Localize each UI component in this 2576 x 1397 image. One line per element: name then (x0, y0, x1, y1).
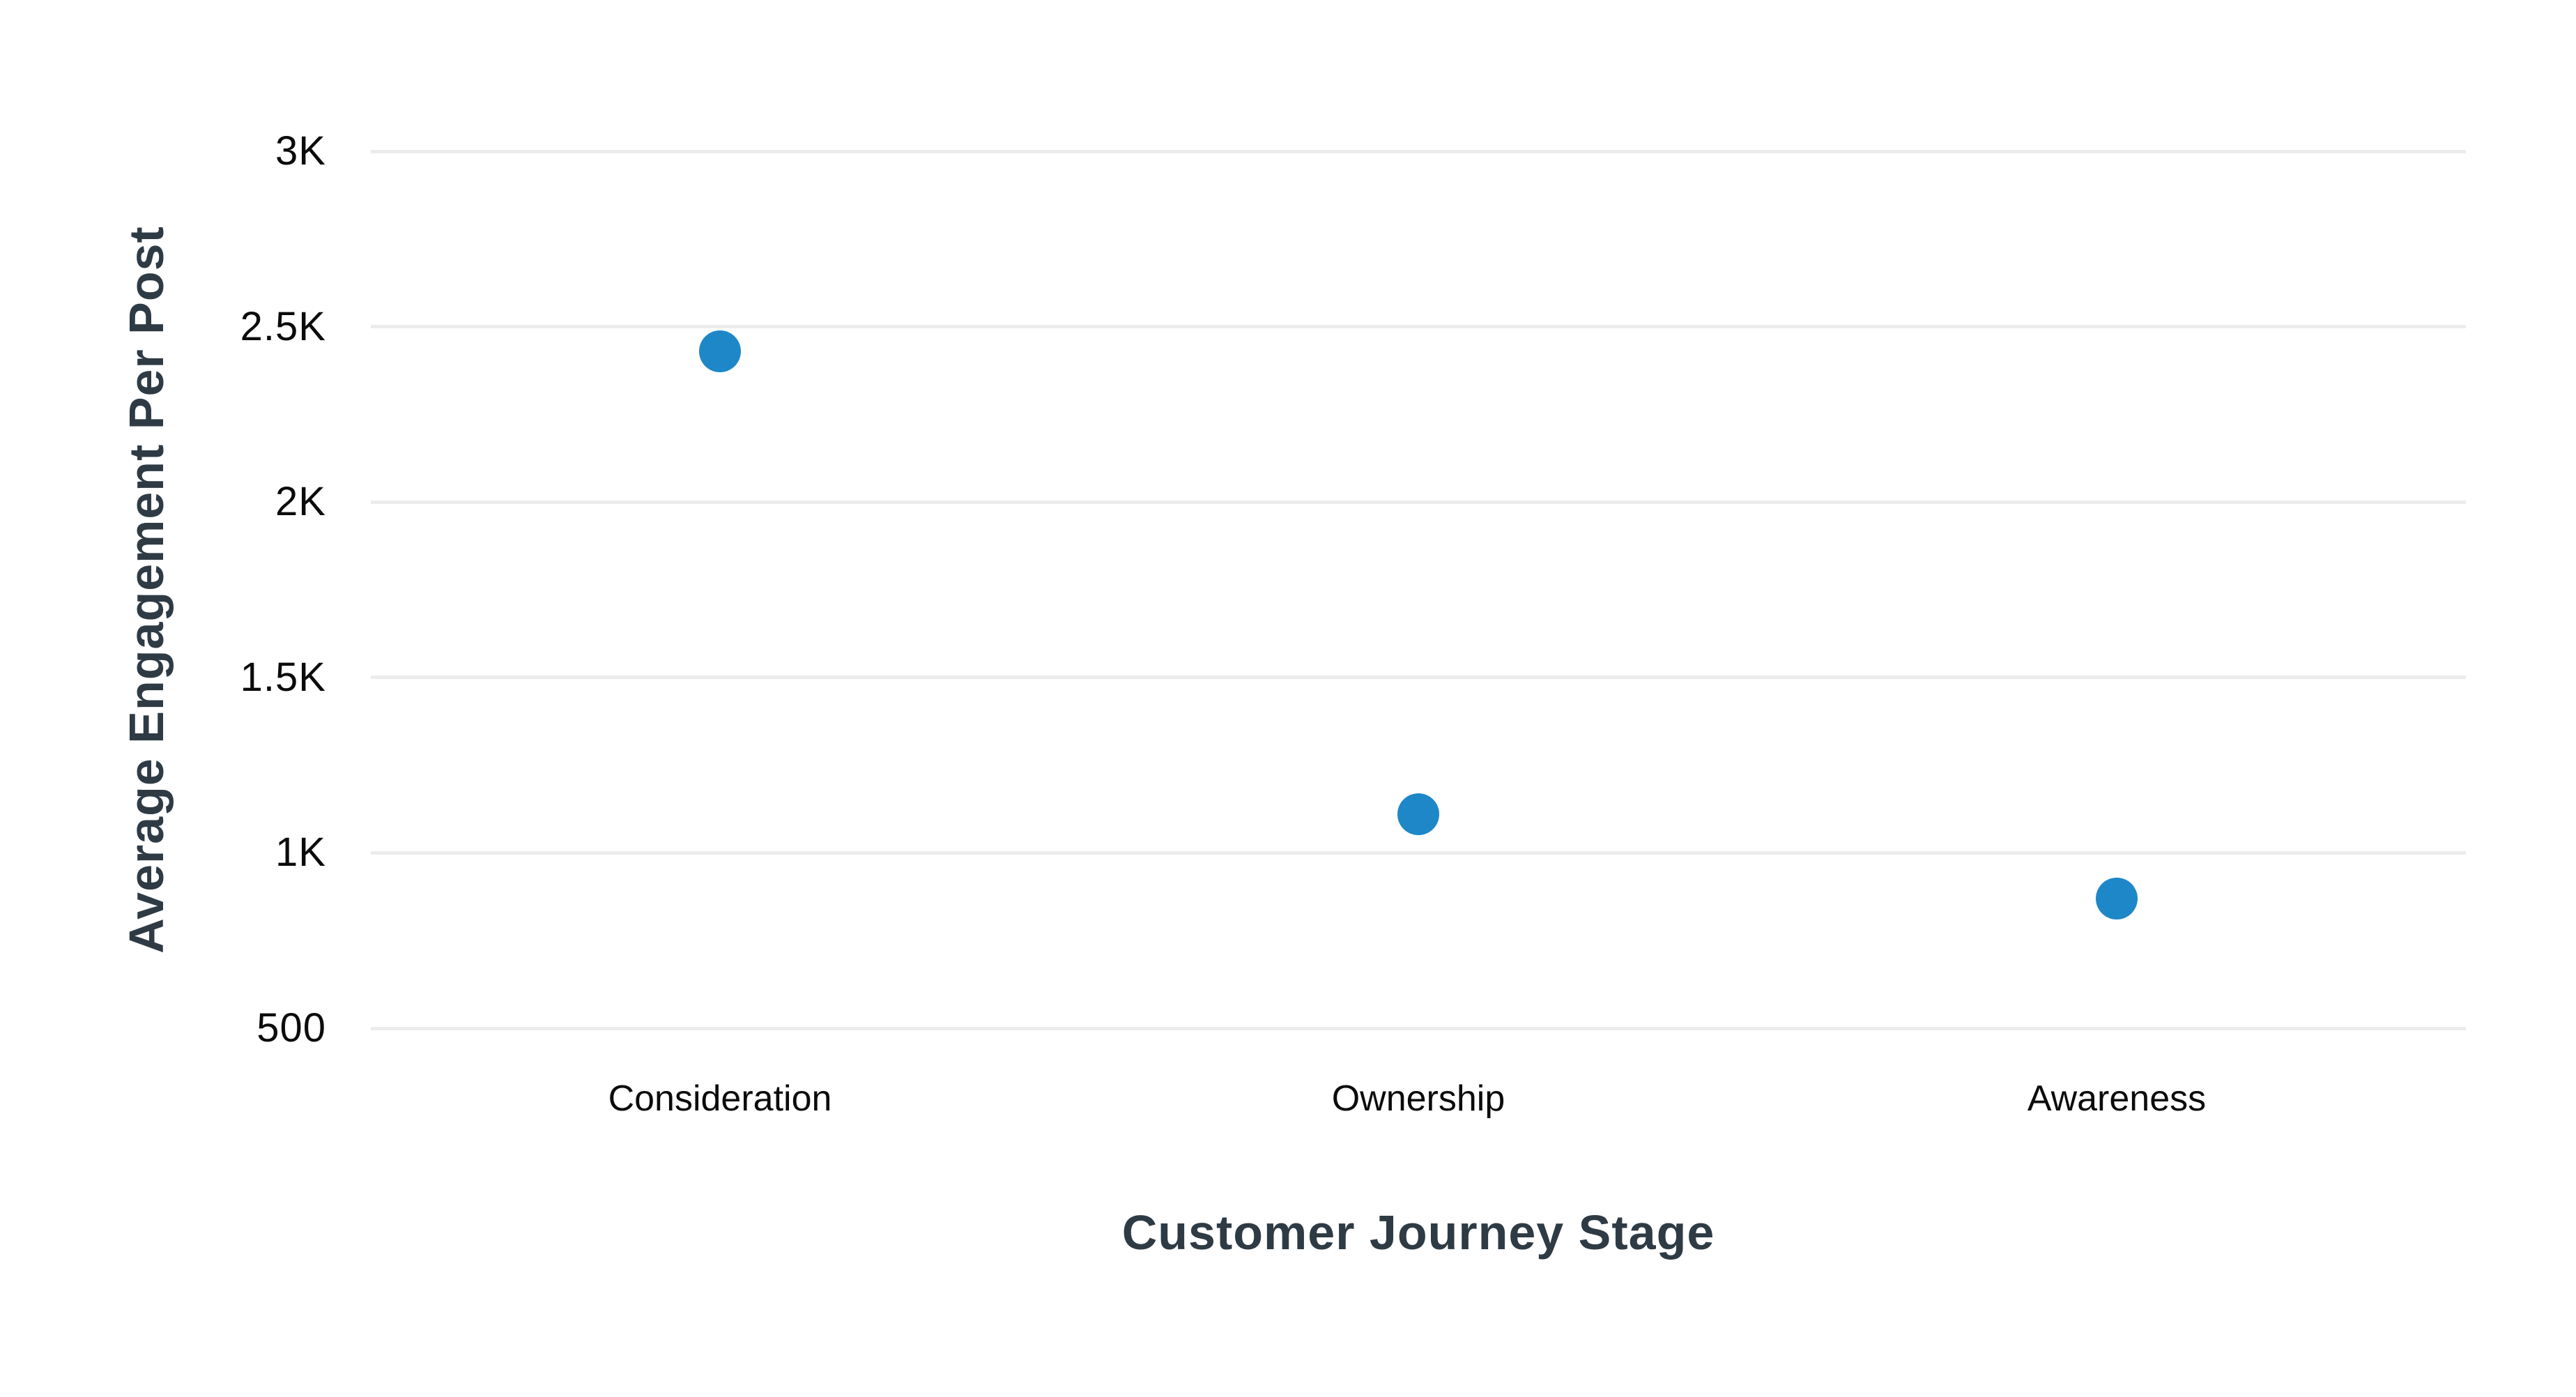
x-category-label-awareness: Awareness (2027, 1078, 2207, 1119)
gridline-500 (371, 1026, 2466, 1030)
y-tick-label-1.5K: 1.5K (240, 654, 326, 700)
gridline-2.5K (371, 325, 2466, 329)
y-tick-label-2K: 2K (275, 479, 326, 525)
y-tick-label-2.5K: 2.5K (240, 303, 326, 349)
x-category-label-ownership: Ownership (1331, 1078, 1505, 1119)
gridline-1K (371, 850, 2466, 855)
y-tick-label-500: 500 (256, 1005, 326, 1051)
y-tick-label-3K: 3K (275, 128, 326, 174)
x-axis-title: Customer Journey Stage (1121, 1205, 1715, 1260)
data-point-ownership[interactable] (1397, 793, 1439, 836)
plot-area (371, 149, 2466, 1030)
gridline-1.5K (371, 675, 2466, 680)
data-point-consideration[interactable] (699, 330, 741, 372)
y-tick-label-1K: 1K (275, 830, 326, 876)
gridline-3K (371, 149, 2466, 153)
data-point-awareness[interactable] (2096, 877, 2138, 919)
gridline-2K (371, 500, 2466, 504)
x-category-label-consideration: Consideration (608, 1078, 832, 1119)
